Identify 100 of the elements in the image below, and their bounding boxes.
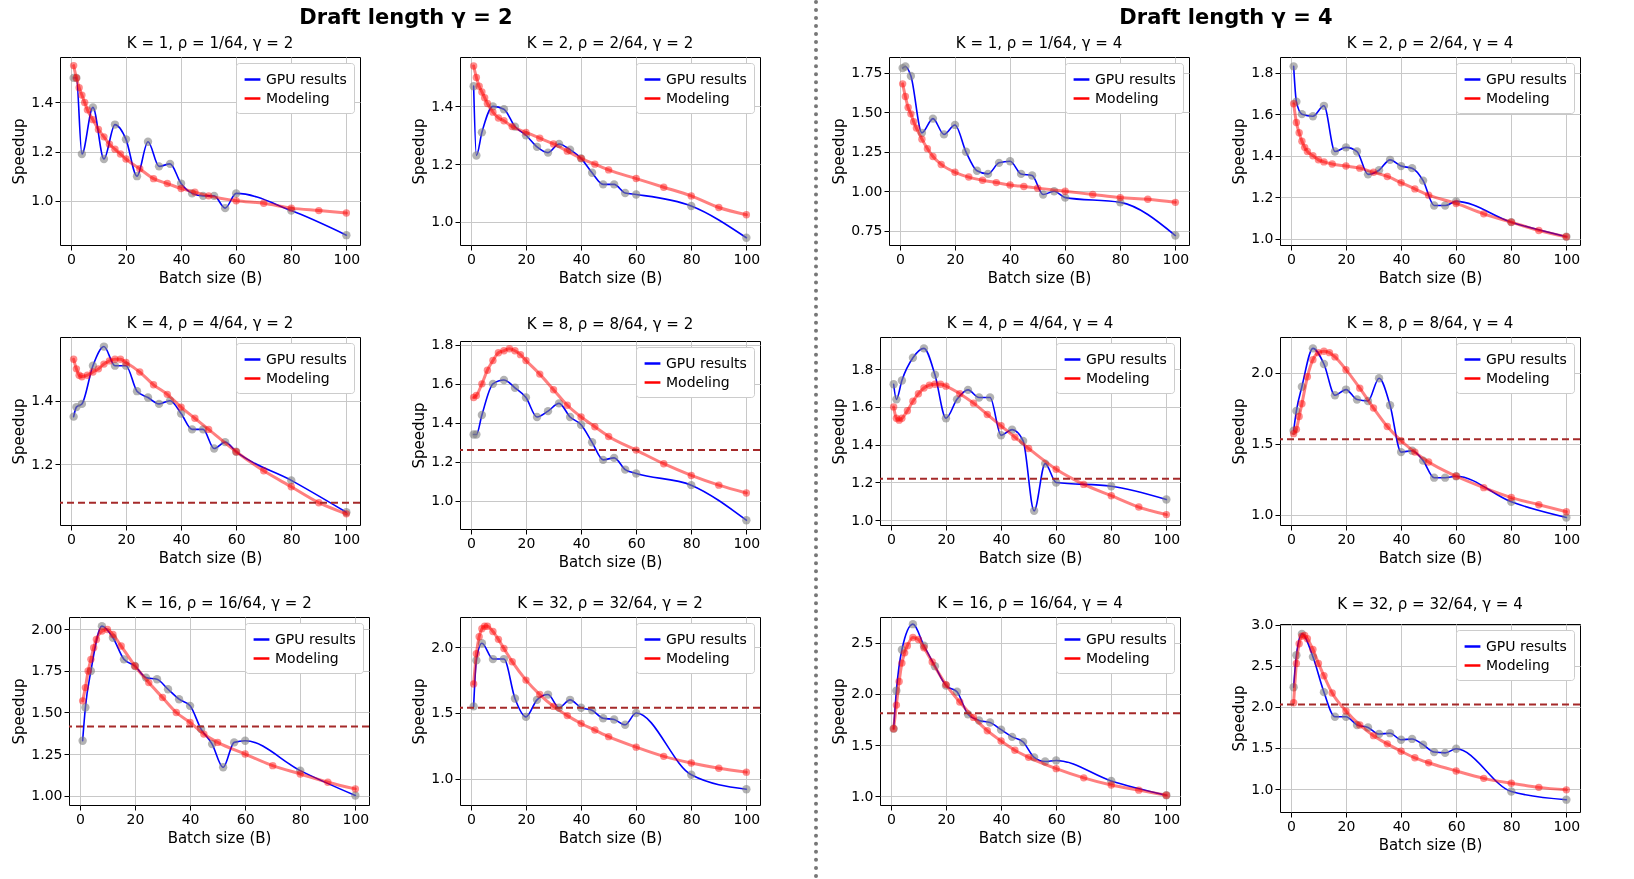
point: [1396, 161, 1406, 171]
point: [472, 650, 481, 658]
point: [983, 727, 992, 735]
y-tick-label: 1.0: [431, 213, 454, 230]
point: [1352, 395, 1362, 404]
point: [213, 738, 222, 747]
point: [563, 401, 572, 409]
x-tick-label: 40: [1392, 250, 1411, 267]
point: [554, 399, 564, 408]
point: [1440, 201, 1450, 210]
point: [99, 342, 109, 351]
point: [521, 393, 531, 402]
point: [1303, 147, 1312, 156]
point: [110, 120, 120, 129]
x-tick-label: 0: [886, 530, 896, 547]
point: [536, 370, 544, 378]
point: [260, 467, 268, 475]
y-tick-label: 1.0: [1251, 506, 1274, 523]
point: [1029, 506, 1039, 515]
point: [117, 642, 125, 650]
point: [494, 635, 503, 644]
point: [1356, 164, 1364, 172]
point: [974, 393, 984, 402]
point: [521, 712, 531, 722]
point: [549, 702, 558, 711]
y-tick-label: 1.4: [31, 392, 54, 409]
point: [928, 658, 936, 666]
point: [510, 694, 520, 703]
legend-label: GPU results: [1486, 350, 1567, 367]
point: [609, 715, 619, 724]
point: [1295, 640, 1303, 648]
point: [1052, 764, 1060, 773]
point: [956, 389, 964, 398]
x-tick-label: 80: [1111, 250, 1130, 267]
point: [172, 708, 181, 717]
point: [928, 114, 938, 123]
x-tick-label: 40: [572, 534, 591, 551]
x-tick-label: 60: [1447, 250, 1466, 267]
x-tick-label: 60: [1447, 817, 1466, 834]
point: [1016, 169, 1026, 179]
text: Draft length γ = 4: [1119, 5, 1333, 29]
point: [121, 135, 131, 144]
y-tick-label: 1.8: [851, 360, 874, 377]
point: [499, 375, 509, 385]
point: [889, 403, 898, 411]
point: [632, 174, 640, 183]
legend-label: Modeling: [666, 373, 730, 390]
point: [149, 381, 158, 389]
point: [1411, 448, 1419, 456]
point: [532, 412, 542, 422]
point: [152, 675, 162, 684]
point: [1061, 187, 1069, 195]
point: [1089, 190, 1097, 199]
point: [1171, 231, 1180, 240]
point: [549, 140, 558, 148]
point: [1330, 712, 1340, 721]
legend-label: Modeling: [1486, 656, 1550, 673]
y-tick-label: 1.6: [851, 398, 874, 415]
x-tick-label: 100: [733, 810, 761, 827]
point: [1309, 645, 1317, 654]
point: [1107, 492, 1115, 500]
x-axis-title: Batch size (B): [167, 828, 272, 847]
point: [909, 397, 917, 405]
point: [1429, 473, 1439, 482]
y-tick-label: 1.75: [31, 662, 63, 679]
x-tick-label: 60: [236, 810, 255, 827]
x-tick-label: 80: [1502, 817, 1521, 834]
point: [191, 188, 199, 196]
point: [469, 680, 478, 688]
y-tick-label: 1.8: [1251, 64, 1274, 81]
x-tick-label: 0: [1286, 530, 1296, 547]
point: [591, 423, 599, 431]
x-tick-label: 80: [1102, 810, 1121, 827]
point: [1011, 746, 1019, 754]
point: [1295, 412, 1303, 421]
point: [908, 353, 918, 362]
y-axis-title: Speedup: [830, 678, 849, 745]
point: [1440, 748, 1450, 758]
point: [1424, 458, 1433, 466]
y-tick-label: 1.0: [431, 770, 454, 787]
point: [565, 695, 575, 704]
x-tick-label: 60: [1047, 530, 1066, 547]
point: [83, 106, 92, 114]
point: [220, 203, 230, 213]
chart-title: K = 4, ρ = 4/64, γ = 4: [946, 314, 1114, 332]
y-tick-label: 2.0: [431, 638, 454, 655]
point: [620, 465, 630, 474]
point: [163, 685, 173, 694]
point: [1006, 181, 1014, 189]
point: [489, 108, 497, 116]
y-tick-label: 1.00: [31, 787, 63, 804]
point: [951, 168, 959, 177]
x-tick-label: 40: [992, 530, 1011, 547]
point: [1051, 756, 1061, 765]
x-tick-label: 20: [1337, 530, 1356, 547]
point: [1342, 162, 1350, 170]
point: [229, 738, 239, 747]
chart-title: K = 2, ρ = 2/64, γ = 2: [526, 34, 694, 52]
point: [918, 135, 926, 143]
point: [500, 117, 508, 125]
